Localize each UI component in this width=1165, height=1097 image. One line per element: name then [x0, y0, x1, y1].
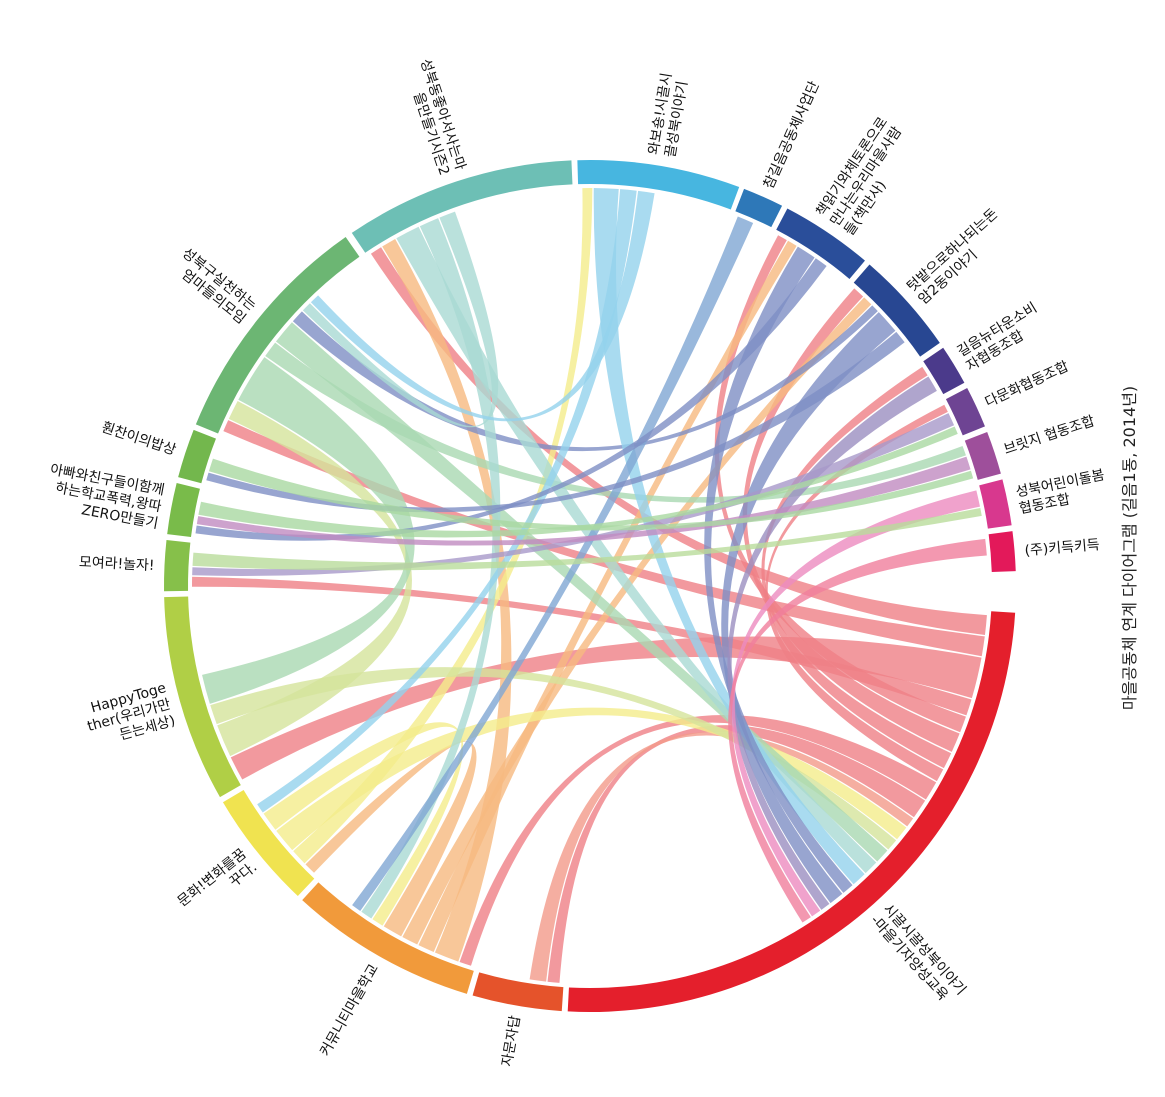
group-label-g11: 와보숑!시끌시끌성북이야기: [646, 72, 692, 159]
ribbon-g12-g3: [352, 216, 754, 911]
group-label-g1: 시끌시끌성북이야기-마을기자양성교육: [867, 901, 969, 1010]
group-arc-g4: [222, 790, 315, 897]
group-label-line: 참길음공동체사업단: [761, 79, 823, 192]
group-label-g18: 성북어린이돌봄협동조합: [1014, 467, 1109, 517]
group-arc-g9: [195, 237, 360, 434]
group-arc-g15: [923, 347, 965, 395]
group-arc-g12: [735, 188, 783, 228]
group-label-line: 훤찬이의밥상: [99, 419, 178, 458]
ribbon-g1-g14: [742, 288, 960, 752]
group-arc-g13: [776, 208, 865, 279]
ribbon-g1-g15: [761, 366, 952, 769]
group-arc-g17: [964, 431, 1001, 480]
ribbon-g13-g7: [195, 258, 827, 541]
ribbon-g1-g13: [714, 235, 966, 733]
group-label-line: (주)키득키득: [1024, 537, 1101, 559]
group-label-g15: 길음뉴타운소비자협동조합: [955, 300, 1049, 375]
group-arc-g5: [164, 596, 241, 798]
group-label-line: 브릿지 협동조합: [1002, 413, 1097, 458]
ribbon-g7-g16: [198, 426, 958, 538]
group-label-g14: 텃밭으로하나되는돈암2동이야기: [904, 206, 1012, 308]
group-arc-g16: [945, 387, 985, 436]
ribbon-g14-g1: [721, 312, 896, 904]
ribbon-g4-g3: [263, 722, 464, 926]
group-label-g13: 책읽기와체토론으로만나는우리마을사람들(책만사): [813, 114, 919, 238]
group-label-g16: 다문화협동조합: [983, 358, 1072, 410]
group-label-line: 다문화협동조합: [983, 358, 1072, 410]
ribbon-g14-g8: [206, 331, 905, 513]
ribbon-g16-g6: [192, 413, 955, 576]
group-arc-g2: [472, 972, 564, 1012]
group-arc-g8: [178, 429, 216, 484]
group-arc-g18: [979, 479, 1012, 529]
diagram-side-title: 마을공동체 연계 다이어그램 (길음1동, 2014년): [1120, 385, 1139, 711]
group-label-g9: 성북구실천하는엄마들의모임: [168, 245, 259, 327]
ribbon-g10-g1: [396, 226, 877, 874]
ribbon-g3-g14: [402, 297, 872, 945]
group-label-line: 커뮤니티마을학교: [317, 961, 382, 1059]
group-arc-g11: [577, 160, 740, 210]
group-label-g8: 훤찬이의밥상: [99, 419, 178, 458]
group-label-g4: 문화!변화를꿈꾸다.: [175, 846, 260, 924]
ribbon-g5-g9: [217, 400, 412, 757]
group-label-g17: 브릿지 협동조합: [1002, 413, 1097, 458]
group-label-g10: 성북동좋아서사는마을만들기시즌2: [401, 57, 469, 178]
ribbon-g8-g17: [208, 458, 974, 531]
group-arc-g10: [351, 160, 573, 253]
ribbon-g6-g18: [192, 508, 982, 571]
group-label-g12: 참길음공동체사업단: [761, 79, 823, 192]
group-label-g3: 커뮤니티마을학교: [317, 961, 382, 1059]
ribbon-g9-g5: [202, 357, 415, 704]
group-arc-g19: [988, 531, 1016, 572]
group-label-g2: 자문자답: [499, 1014, 524, 1068]
ribbon-g1-g16: [765, 404, 948, 782]
group-arc-g14: [853, 264, 940, 357]
group-label-g6: 모여라!놀자!: [79, 554, 155, 574]
ribbon-g3-g4: [305, 741, 477, 937]
group-arc-g3: [302, 882, 474, 994]
group-arc-g7: [167, 482, 200, 538]
ribbon-layer: [192, 188, 987, 983]
group-label-g7: 아빠와친구들이함께하는학교폭력,왕따ZERO만들기: [43, 462, 166, 532]
ribbon-g17-g7: [196, 456, 971, 546]
ribbon-g1-g9: [223, 420, 985, 657]
group-arc-layer: [164, 160, 1016, 1012]
ribbon-g3-g13: [418, 240, 797, 953]
group-label-g19: (주)키득키득: [1024, 537, 1101, 559]
group-label-line: 자문자답: [499, 1014, 524, 1068]
group-arc-g1: [567, 611, 1016, 1012]
group-label-g5: HappyTogether(우리가만든는세상): [81, 680, 177, 751]
group-arc-g6: [164, 539, 191, 592]
group-label-line: 모여라!놀자!: [79, 554, 155, 574]
